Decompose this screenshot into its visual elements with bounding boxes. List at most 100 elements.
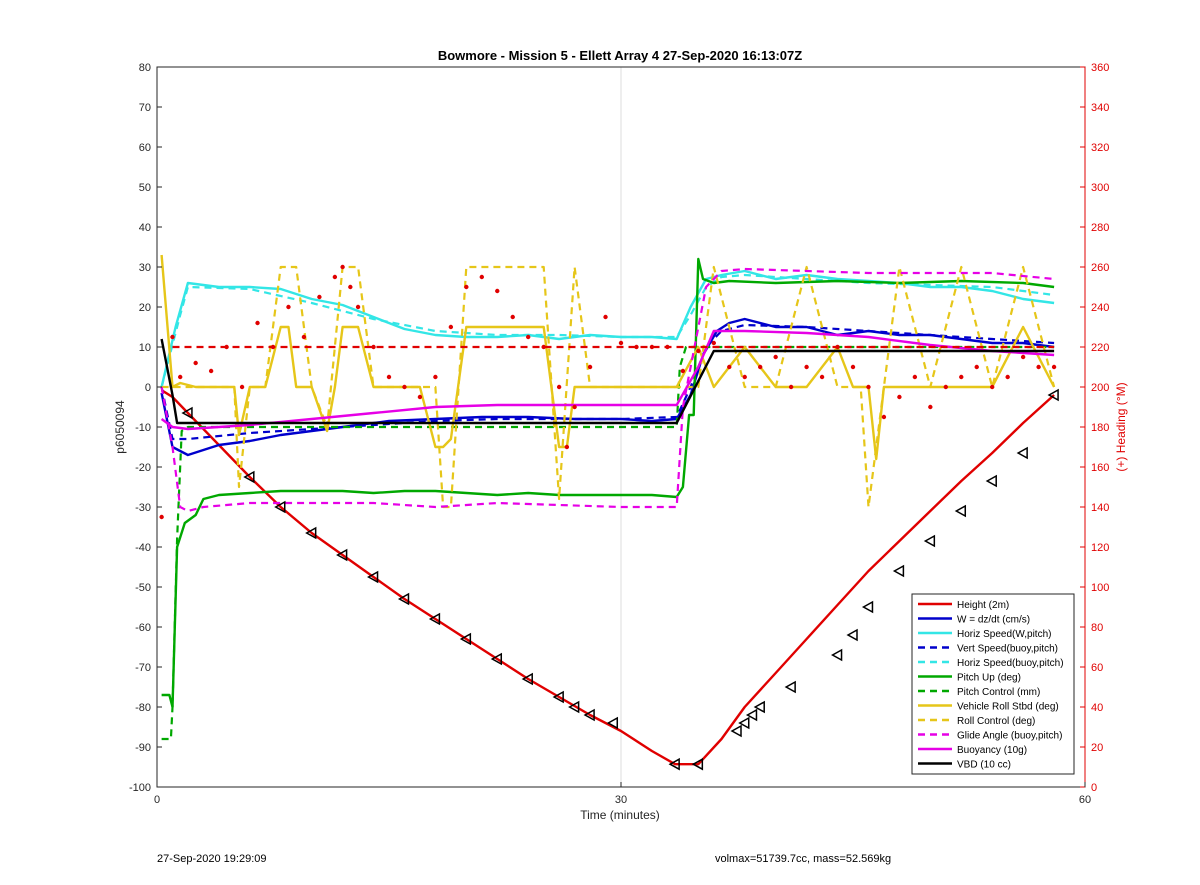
legend-label: Pitch Control (mm)	[957, 687, 1040, 698]
y-tick-label-left: 70	[139, 102, 151, 114]
heading-dot	[680, 368, 686, 374]
heading-dot	[417, 394, 423, 400]
series-layer	[159, 254, 1057, 766]
x-tick-label: 0	[154, 794, 160, 806]
height-marker	[521, 672, 533, 686]
y-tick-label-left: 80	[139, 62, 151, 74]
heading-dot	[788, 384, 794, 390]
heading-dot	[348, 284, 353, 290]
legend-label: Vehicle Roll Stbd (deg)	[957, 702, 1059, 713]
heading-dot	[159, 514, 164, 520]
y-tick-label-left: -90	[135, 742, 151, 754]
legend-label: Buoyancy (10g)	[957, 745, 1027, 756]
y-tick-label-left: -60	[135, 622, 151, 634]
series-line-5	[161, 257, 1055, 709]
y-tick-label-right: 160	[1091, 462, 1109, 474]
heading-dot	[208, 368, 214, 374]
y-tick-label-right: 300	[1091, 182, 1109, 194]
heading-dot	[850, 364, 856, 370]
x-tick-label: 30	[615, 794, 627, 806]
heading-dot	[819, 374, 825, 380]
heading-dot	[1051, 364, 1057, 370]
heading-dot	[990, 384, 995, 390]
heading-dot	[301, 334, 307, 340]
y-tick-label-right: 40	[1091, 702, 1103, 714]
height-marker	[1016, 446, 1028, 460]
heading-dot	[618, 340, 624, 346]
height-marker	[846, 628, 858, 642]
heading-dot	[974, 364, 979, 370]
height-marker	[490, 652, 503, 666]
height-marker	[784, 680, 796, 694]
height-marker	[568, 700, 580, 714]
legend-label: Glide Angle (buoy,pitch)	[957, 731, 1062, 742]
y-tick-label-right: 320	[1091, 142, 1109, 154]
legend-label: Height (2m)	[957, 600, 1009, 611]
legend: Height (2m) W = dz/dt (cm/s) Horiz Speed(W…	[911, 593, 1075, 775]
series-line-6	[161, 345, 1055, 741]
heading-dot	[1005, 374, 1010, 380]
height-marker	[552, 690, 564, 704]
height-marker	[668, 757, 680, 771]
heading-dot	[448, 324, 454, 330]
y-tick-label-right: 100	[1091, 582, 1109, 594]
heading-dot	[332, 274, 338, 280]
y-tick-label-left: -50	[135, 582, 151, 594]
heading-dot	[317, 294, 322, 300]
height-marker	[336, 548, 348, 562]
height-marker	[745, 708, 758, 722]
series-line-3	[160, 323, 1055, 441]
y-tick-label-right: 80	[1091, 622, 1103, 634]
height-marker	[738, 716, 750, 730]
y-tick-label-left: 0	[145, 382, 151, 394]
heading-dot	[402, 384, 407, 390]
heading-dot	[727, 364, 732, 370]
heading-dot	[526, 334, 531, 340]
legend-box	[911, 593, 1075, 775]
footer-info: volmax=51739.7cc, mass=52.569kg	[715, 853, 892, 865]
heading-dot	[386, 374, 392, 380]
legend-label: Horiz Speed(buoy,pitch)	[957, 658, 1064, 669]
heading-dot	[758, 364, 763, 370]
y-tick-label-left: 60	[139, 142, 151, 154]
height-marker	[892, 564, 905, 578]
heading-dot	[804, 364, 809, 370]
heading-dot	[943, 384, 948, 390]
heading-dot	[479, 274, 484, 280]
y-tick-label-left: 20	[139, 302, 151, 314]
heading-dot	[696, 348, 701, 354]
y-tick-label-right: 340	[1091, 102, 1109, 114]
heading-dot	[355, 304, 361, 310]
y-tick-label-left: 50	[139, 182, 151, 194]
series-line-8	[161, 265, 1056, 509]
y-tick-label-left: -20	[135, 462, 151, 474]
footer-timestamp: 27-Sep-2020 19:29:09	[157, 853, 267, 865]
heading-dot	[255, 320, 260, 326]
legend-label: VBD (10 cc)	[957, 760, 1011, 771]
heading-dot	[464, 284, 469, 290]
y-tick-label-left: 40	[139, 222, 151, 234]
y-tick-label-right: 220	[1091, 342, 1109, 354]
series-line-11	[160, 338, 1055, 425]
heading-dot	[866, 384, 871, 390]
heading-dot	[433, 374, 438, 380]
height-marker	[1047, 388, 1059, 402]
y-tick-label-left: -40	[135, 542, 151, 554]
heading-dot	[239, 384, 245, 390]
height-marker	[606, 716, 619, 730]
y-axis-label-left: p6050094	[113, 400, 127, 454]
heading-dot	[371, 344, 376, 350]
y-tick-label-right: 0	[1091, 782, 1097, 794]
heading-dot	[286, 304, 291, 310]
height-marker	[428, 612, 441, 626]
height-marker	[459, 632, 472, 646]
legend-label: Horiz Speed(W,pitch)	[957, 629, 1051, 640]
y-tick-label-left: -70	[135, 662, 151, 674]
heading-dot	[564, 444, 570, 450]
heading-dot	[711, 340, 716, 346]
height-marker	[861, 600, 874, 614]
heading-dot	[193, 360, 198, 366]
heading-dot	[510, 314, 515, 320]
y-tick-label-right: 120	[1091, 542, 1109, 554]
